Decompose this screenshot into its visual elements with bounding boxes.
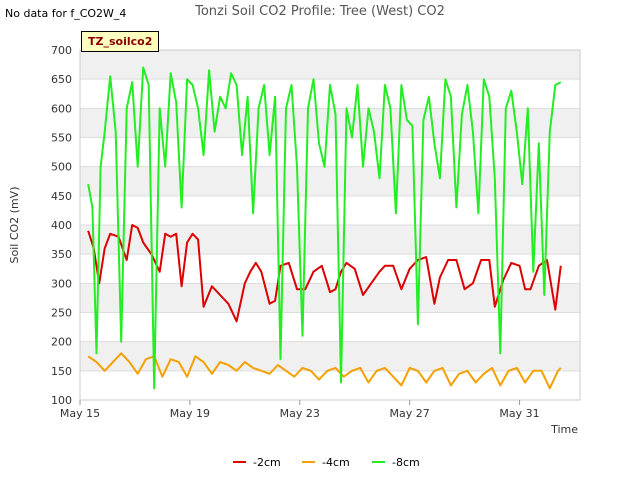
x-tick-label: May 15 [60,407,100,420]
legend: -2cm -4cm -8cm [233,456,420,469]
y-tick-label: 150 [51,365,72,378]
site-badge: TZ_soilco2 [81,31,160,52]
x-tick-label: May 23 [280,407,320,420]
y-tick-label: 400 [51,219,72,232]
x-tick-label: May 27 [390,407,430,420]
plot-band [80,108,580,138]
y-tick-label: 500 [51,161,72,174]
y-tick-label: 200 [51,336,72,349]
y-tick-label: 100 [51,394,72,407]
y-tick-label: 250 [51,307,72,320]
y-tick-label: 550 [51,132,72,145]
plot-band [80,225,580,255]
y-tick-label: 350 [51,248,72,261]
y-tick-label: 700 [51,44,72,57]
y-ticks: 100 150 200 250 300 350 400 450 500 550 600 650 700 [51,44,72,407]
plot-band [80,166,580,196]
plot-band [80,50,580,80]
plot-frame [79,49,581,401]
y-tick-label: 300 [51,277,72,290]
x-tick-label: May 19 [170,407,210,420]
series-line-2cm [87,224,562,323]
series-lines [87,66,562,390]
x-tick-label: May 31 [499,407,539,420]
legend-label: -2cm [253,456,281,469]
no-data-notice: No data for f_CO2W_4 [5,7,127,20]
series-line-4cm [87,352,562,390]
x-ticks: May 15 May 19 May 23 May 27 May 31 [60,400,540,420]
x-axis-label: Time [550,423,578,436]
plot-band [80,341,580,371]
legend-label: -8cm [392,456,420,469]
y-tick-label: 450 [51,190,72,203]
y-tick-label: 650 [51,73,72,86]
legend-label: -4cm [322,456,350,469]
y-tick-label: 600 [51,102,72,115]
chart-title: Tonzi Soil CO2 Profile: Tree (West) CO2 [195,4,445,19]
y-axis-label: Soil CO2 (mV) [8,187,21,264]
series-line-8cm [87,66,562,390]
